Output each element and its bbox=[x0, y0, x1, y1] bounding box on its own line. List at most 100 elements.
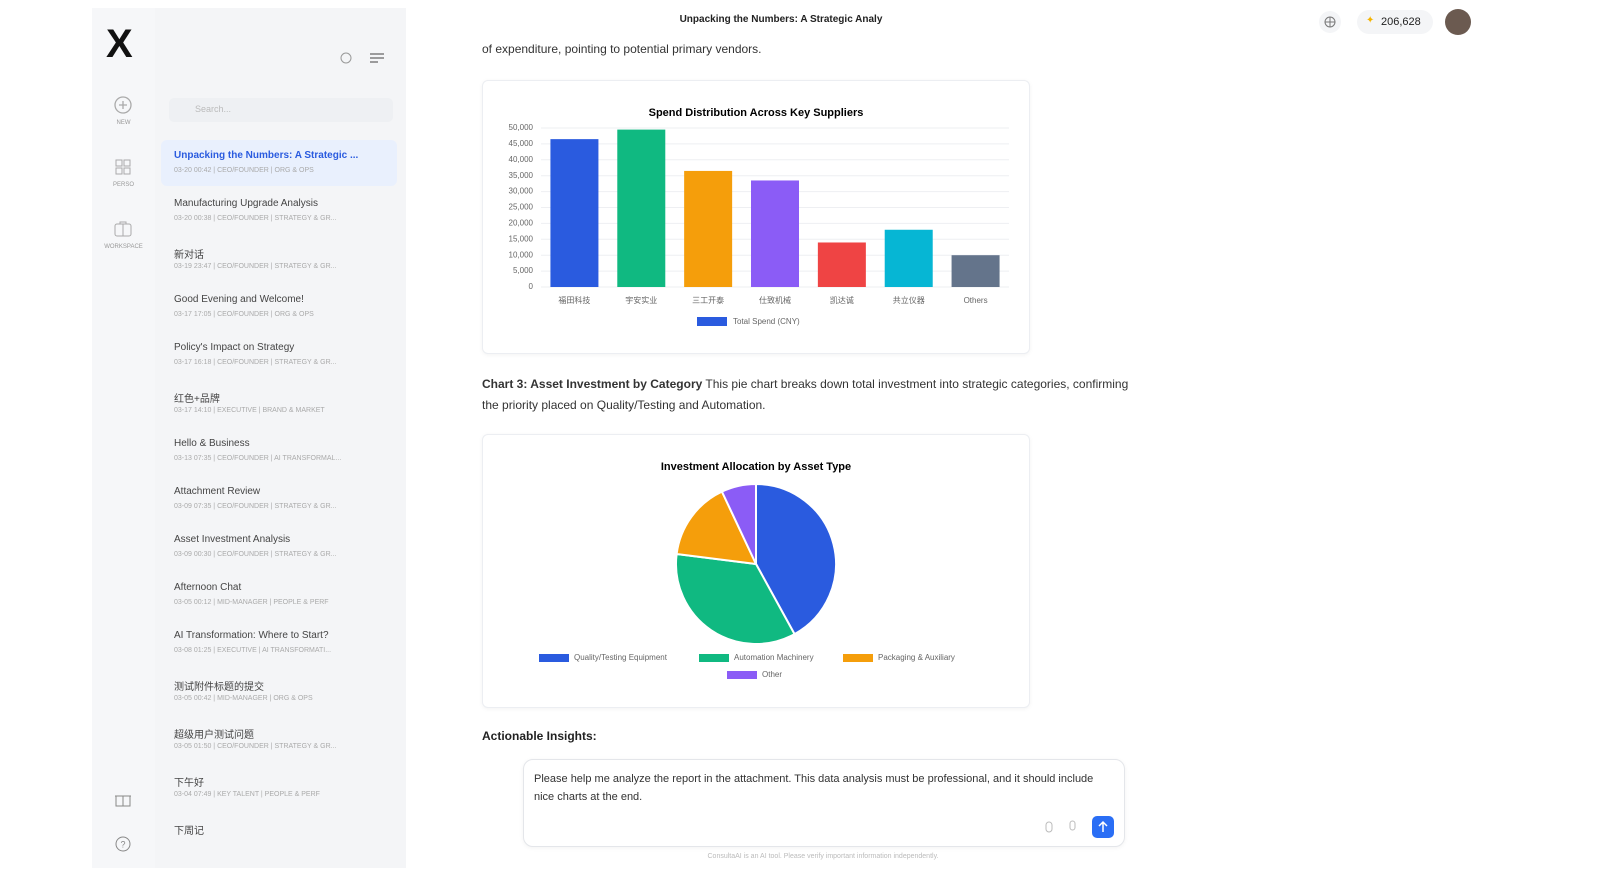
conversation-title: 超级用户测试问题 bbox=[174, 730, 254, 741]
legend-label: Automation Machinery bbox=[734, 653, 814, 662]
conversation-title: AI Transformation: Where to Start? bbox=[174, 630, 329, 641]
conversation-meta: 03-05 00:12 | MID-MANAGER | PEOPLE & PER… bbox=[174, 599, 329, 606]
legend-label: Other bbox=[762, 670, 782, 679]
paragraph: of expenditure, pointing to potential pr… bbox=[482, 42, 762, 56]
legend-swatch bbox=[727, 671, 757, 679]
svg-text:?: ? bbox=[120, 839, 125, 849]
icon-rail: X NEW PERSO WORKSPACE ? bbox=[92, 8, 155, 868]
rail-label[interactable]: NEW bbox=[116, 120, 131, 126]
logo[interactable]: X bbox=[106, 22, 133, 66]
legend-swatch bbox=[843, 654, 873, 662]
search-placeholder: Search... bbox=[195, 104, 232, 114]
pie-slice bbox=[720, 482, 757, 565]
credits: 206,628 bbox=[1381, 16, 1421, 28]
conversation-title: Policy's Impact on Strategy bbox=[174, 342, 295, 353]
conversation-meta: 03-20 00:38 | CEO/FOUNDER | STRATEGY & G… bbox=[174, 215, 337, 222]
input-actions[interactable] bbox=[1042, 816, 1116, 838]
conversation-title: Unpacking the Numbers: A Strategic ... bbox=[174, 150, 359, 161]
bar bbox=[884, 229, 933, 287]
conversation-item[interactable]: 下周记 bbox=[161, 812, 397, 858]
conversation-title: Good Evening and Welcome! bbox=[174, 294, 304, 305]
x-tick-label: 宇安实业 bbox=[625, 295, 657, 305]
conversation-meta: 03-17 14:10 | EXECUTIVE | BRAND & MARKET bbox=[174, 407, 325, 414]
conversation-title: Asset Investment Analysis bbox=[174, 534, 291, 545]
conversation-item[interactable]: Manufacturing Upgrade Analysis 03-20 00:3… bbox=[161, 188, 397, 234]
conversation-title: 新对话 bbox=[174, 250, 204, 261]
help-icon[interactable]: ? bbox=[112, 833, 134, 855]
y-tick-label: 25,000 bbox=[509, 203, 534, 212]
chart-title: Spend Distribution Across Key Suppliers bbox=[649, 107, 864, 119]
y-tick-label: 20,000 bbox=[509, 219, 534, 228]
pie-slice bbox=[755, 482, 837, 636]
y-tick-label: 45,000 bbox=[509, 139, 534, 148]
legend-label: Packaging & Auxiliary bbox=[878, 653, 955, 662]
legend-swatch bbox=[539, 654, 569, 662]
y-tick-label: 50,000 bbox=[509, 123, 534, 132]
gift-icon[interactable] bbox=[112, 788, 134, 810]
conversation-title: Manufacturing Upgrade Analysis bbox=[174, 198, 318, 209]
pie-slice bbox=[675, 552, 796, 645]
conversation-meta: 03-20 00:42 | CEO/FOUNDER | ORG & OPS bbox=[174, 167, 314, 174]
conversation-item[interactable]: Good Evening and Welcome! 03-17 17:05 | C… bbox=[161, 284, 397, 330]
conversation-meta: 03-09 07:35 | CEO/FOUNDER | STRATEGY & G… bbox=[174, 503, 337, 510]
conversation-item[interactable]: AI Transformation: Where to Start? 03-08 … bbox=[161, 620, 397, 666]
persona-icon[interactable] bbox=[112, 156, 134, 178]
chart-description: This pie chart breaks down total investm… bbox=[482, 377, 1129, 412]
x-tick-label: Others bbox=[964, 296, 988, 305]
bar bbox=[817, 242, 866, 287]
rail-label[interactable]: WORKSPACE bbox=[104, 244, 143, 250]
conversation-meta: 03-17 17:05 | CEO/FOUNDER | ORG & OPS bbox=[174, 311, 314, 318]
conversation-item[interactable]: Unpacking the Numbers: A Strategic ... 03… bbox=[161, 140, 397, 186]
y-tick-label: 0 bbox=[529, 282, 534, 291]
conversation-item[interactable]: 红色+品牌 03-17 14:10 | EXECUTIVE | BRAND & M… bbox=[161, 380, 397, 426]
x-tick-label: 福田科技 bbox=[558, 295, 590, 305]
conversation-meta: 03-08 01:25 | EXECUTIVE | AI TRANSFORMAT… bbox=[174, 647, 332, 654]
bar-chart: Spend Distribution Across Key Suppliers 0… bbox=[509, 107, 1009, 326]
conversation-item[interactable]: Afternoon Chat 03-05 00:12 | MID-MANAGER … bbox=[161, 572, 397, 618]
legend-label: Quality/Testing Equipment bbox=[574, 653, 668, 662]
search-box[interactable]: Search... bbox=[169, 98, 393, 122]
conversation-item[interactable]: 下午好 03-04 07:49 | KEY TALENT | PEOPLE & P… bbox=[161, 764, 397, 810]
sidebar-tools[interactable] bbox=[338, 50, 386, 66]
avatar[interactable] bbox=[1445, 9, 1471, 35]
conversation-meta: 03-05 00:42 | MID-MANAGER | ORG & OPS bbox=[174, 695, 313, 702]
conversation-item[interactable]: Policy's Impact on Strategy 03-17 16:18 |… bbox=[161, 332, 397, 378]
chart-title: Investment Allocation by Asset Type bbox=[661, 461, 851, 473]
conversation-item[interactable]: Hello & Business 03-13 07:35 | CEO/FOUNDE… bbox=[161, 428, 397, 474]
bar bbox=[684, 170, 733, 287]
conversation-title: Afternoon Chat bbox=[174, 582, 242, 593]
chart-card: Investment Allocation by Asset Type Quali… bbox=[482, 434, 1030, 708]
star-icon: ✦ bbox=[1366, 15, 1375, 26]
chat-input[interactable]: Please help me analyze the report in the… bbox=[523, 759, 1125, 847]
disclaimer: ConsultaAI is an AI tool. Please verify … bbox=[707, 853, 939, 860]
conversation-title: 红色+品牌 bbox=[174, 394, 220, 405]
pie-slice bbox=[675, 490, 758, 566]
y-tick-label: 15,000 bbox=[509, 234, 534, 243]
chart-card: Spend Distribution Across Key Suppliers 0… bbox=[482, 80, 1030, 354]
conversation-item[interactable]: 新对话 03-19 23:47 | CEO/FOUNDER | STRATEGY … bbox=[161, 236, 397, 282]
conversation-meta: 03-19 23:47 | CEO/FOUNDER | STRATEGY & G… bbox=[174, 263, 337, 270]
conversation-item[interactable]: 测试附件标题的提交 03-05 00:42 | MID-MANAGER | ORG… bbox=[161, 668, 397, 714]
conversation-meta: 03-09 00:30 | CEO/FOUNDER | STRATEGY & G… bbox=[174, 551, 337, 558]
new-icon[interactable] bbox=[112, 94, 134, 116]
conversation-title: Attachment Review bbox=[174, 486, 261, 497]
y-tick-label: 35,000 bbox=[509, 171, 534, 180]
x-tick-label: 凯达诚 bbox=[830, 295, 854, 305]
bar bbox=[951, 255, 1000, 287]
credits-pill[interactable]: ✦ 206,628 bbox=[1357, 10, 1433, 34]
conversation-item[interactable]: Asset Investment Analysis 03-09 00:30 | C… bbox=[161, 524, 397, 570]
conversation-meta: 03-04 07:49 | KEY TALENT | PEOPLE & PERF bbox=[174, 791, 320, 798]
x-tick-label: 三工开泰 bbox=[692, 295, 724, 305]
y-tick-label: 5,000 bbox=[513, 266, 534, 275]
conversation-item[interactable]: Attachment Review 03-09 07:35 | CEO/FOUND… bbox=[161, 476, 397, 522]
conversation-meta: 03-13 07:35 | CEO/FOUNDER | AI TRANSFORM… bbox=[174, 455, 342, 462]
input-text[interactable]: Please help me analyze the report in the… bbox=[534, 773, 1094, 803]
language-icon[interactable] bbox=[1318, 10, 1342, 34]
conversation-title: Hello & Business bbox=[174, 438, 250, 449]
workspace-icon[interactable] bbox=[112, 218, 134, 240]
rail-label[interactable]: PERSO bbox=[112, 182, 134, 188]
section-heading: Actionable Insights: bbox=[482, 729, 597, 743]
conversation-title: 测试附件标题的提交 bbox=[174, 682, 264, 693]
conversation-item[interactable]: 超级用户测试问题 03-05 01:50 | CEO/FOUNDER | STRA… bbox=[161, 716, 397, 762]
